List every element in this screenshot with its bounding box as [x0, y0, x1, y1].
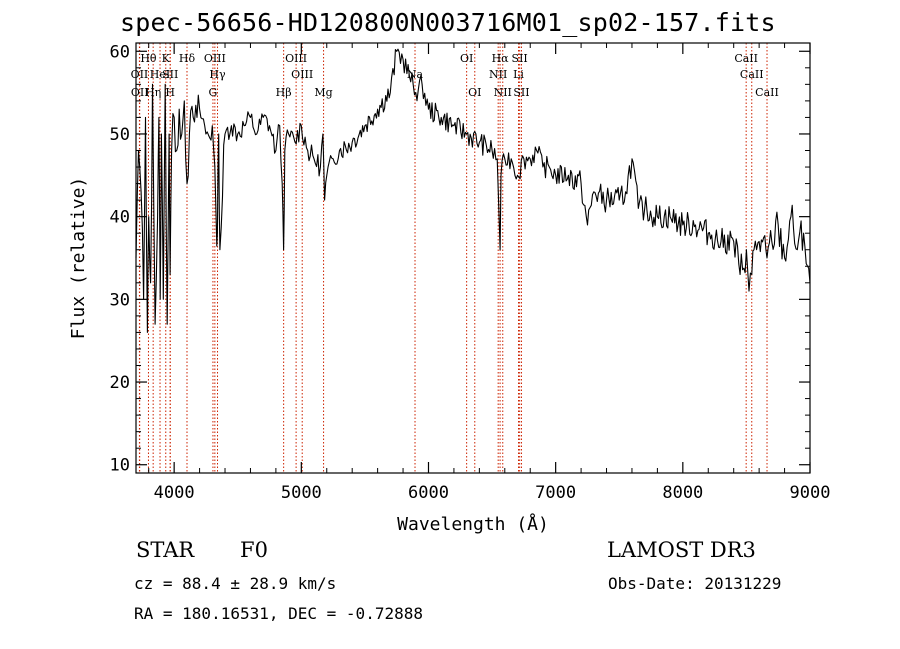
obs-date: Obs-Date: 20131229: [608, 574, 782, 593]
line-label-9: OIII: [204, 52, 226, 65]
line-label-4: HeI: [150, 68, 170, 81]
line-label-22: SII: [512, 52, 528, 65]
spectral-line-markers: [138, 43, 768, 473]
line-label-14: OIII: [291, 68, 313, 81]
line-label-26: CaII: [740, 68, 764, 81]
object-class: STAR: [136, 538, 195, 562]
y-tick-label-40: 40: [110, 208, 130, 228]
line-label-23: Li: [513, 68, 524, 81]
line-label-13: OIII: [285, 52, 307, 65]
line-label-7: H: [165, 86, 175, 99]
line-label-15: Mg: [314, 86, 332, 99]
line-label-8: Hδ: [179, 52, 196, 65]
x-tick-label-8000: 8000: [662, 483, 703, 503]
x-tick-label-4000: 4000: [154, 483, 195, 503]
line-label-3: Hη: [145, 86, 161, 99]
plot-frame: [135, 42, 811, 474]
y-tick-label-10: 10: [110, 456, 130, 476]
x-tick-label-6000: 6000: [408, 483, 449, 503]
y-axis-title: Flux (relative): [68, 177, 89, 340]
x-tick-label-9000: 9000: [790, 483, 831, 503]
line-label-19: Hα: [492, 52, 510, 65]
line-label-1: OII: [131, 86, 149, 99]
line-label-16: Na: [407, 68, 424, 81]
flux-line: [135, 48, 811, 333]
line-label-0: OII: [131, 68, 149, 81]
redshift-readout: cz = 88.4 ± 28.9 km/s: [134, 574, 337, 593]
plot-axes: 4000 5000 6000 7000 8000 9000 10 20 30 40 50 60 Wave…: [68, 42, 830, 535]
line-label-20: NII: [489, 68, 507, 81]
x-tick-label-5000: 5000: [281, 483, 322, 503]
line-label-6: SII: [162, 68, 178, 81]
object-subclass: F0: [240, 538, 268, 562]
line-label-5: K: [162, 52, 171, 65]
chart-title: spec-56656-HD120800N003716M01_sp02-157.f…: [120, 8, 776, 37]
y-tick-label-50: 50: [110, 125, 130, 145]
line-label-24: SII: [513, 86, 529, 99]
line-label-2: Hθ: [140, 52, 157, 65]
line-label-18: OI: [468, 86, 481, 99]
line-label-21: NII: [494, 86, 512, 99]
line-label-17: OI: [460, 52, 473, 65]
line-label-27: CaII: [755, 86, 779, 99]
x-axis-title: Wavelength (Å): [397, 513, 549, 535]
line-label-10: Hγ: [209, 68, 226, 81]
coordinates-readout: RA = 180.16531, DEC = -0.72888: [134, 604, 423, 623]
survey-name: LAMOST DR3: [607, 538, 756, 562]
line-label-25: CaII: [734, 52, 758, 65]
y-tick-label-60: 60: [110, 42, 130, 62]
line-label-11: G: [209, 86, 218, 99]
line-label-12: Hβ: [276, 86, 292, 99]
y-tick-label-20: 20: [110, 373, 130, 393]
spectrum-series: [135, 48, 811, 333]
x-tick-label-7000: 7000: [535, 483, 576, 503]
y-tick-label-30: 30: [110, 290, 130, 310]
